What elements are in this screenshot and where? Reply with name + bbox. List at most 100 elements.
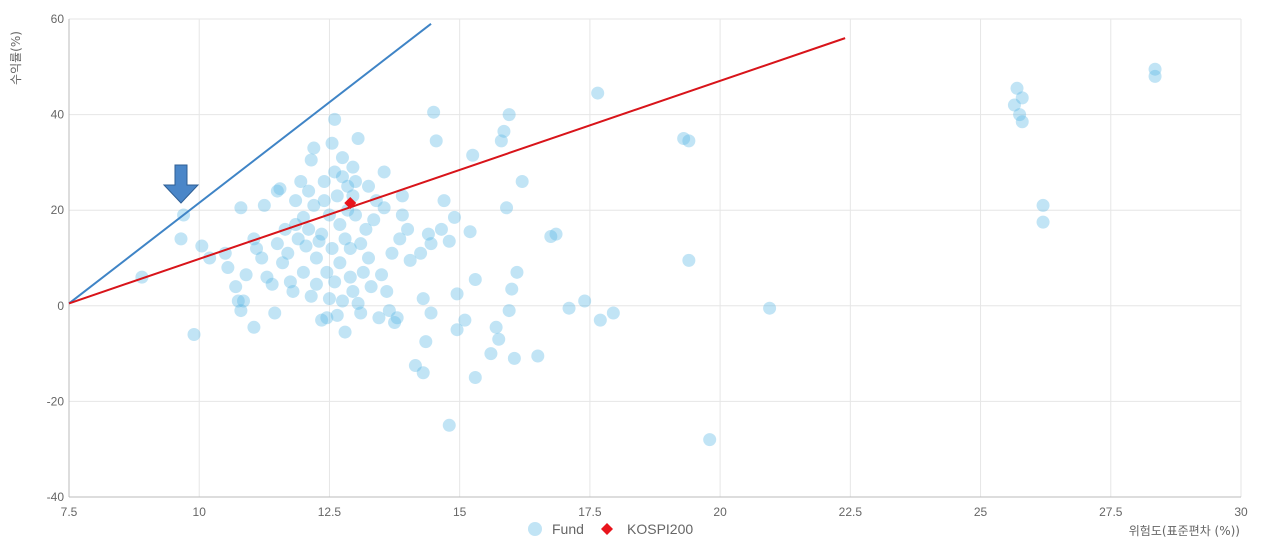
fund-point — [763, 301, 777, 315]
x-tick-label: 7.5 — [61, 505, 78, 519]
fund-point — [265, 277, 279, 291]
fund-point — [505, 282, 519, 296]
fund-point — [416, 366, 430, 380]
red-reference-line — [68, 37, 846, 305]
fund-point — [494, 134, 508, 148]
fund-point — [294, 175, 308, 189]
fund-point — [289, 194, 303, 208]
fund-point — [442, 234, 456, 248]
fund-point — [343, 241, 357, 255]
fund-point — [362, 251, 376, 265]
fund-point — [492, 332, 506, 346]
fund-point — [382, 304, 396, 318]
fund-point — [250, 241, 264, 255]
fund-point — [1148, 62, 1162, 76]
fund-point — [307, 198, 321, 212]
fund-point — [502, 304, 516, 318]
fund-point — [377, 201, 391, 215]
fund-point — [283, 275, 297, 289]
fund-point — [333, 256, 347, 270]
fund-point — [419, 335, 433, 349]
fund-point — [351, 296, 365, 310]
fund-point — [335, 294, 349, 308]
fund-point — [682, 253, 696, 267]
kospi200-series — [344, 197, 357, 210]
fund-point — [296, 265, 310, 279]
fund-point — [510, 265, 524, 279]
fund-point — [356, 265, 370, 279]
legend-fund-label: Fund — [552, 521, 584, 537]
fund-point — [229, 280, 243, 294]
fund-point — [304, 153, 318, 167]
fund-point — [1015, 115, 1029, 129]
fund-point — [330, 189, 344, 203]
fund-point — [187, 327, 201, 341]
fund-point — [507, 351, 521, 365]
fund-point — [416, 292, 430, 306]
x-axis-tick-labels: 7.5 10 12.5 15 17.5 20 22.5 25 27.5 30 — [61, 505, 1248, 519]
fund-point — [677, 132, 691, 145]
fund-point — [502, 108, 516, 122]
legend-fund-marker — [528, 522, 542, 536]
fund-point — [468, 371, 482, 384]
fund-point — [458, 313, 472, 327]
fund-point — [270, 184, 284, 198]
x-tick-label: 20 — [713, 505, 727, 519]
fund-point — [515, 175, 529, 189]
fund-point — [437, 194, 451, 208]
fund-point — [174, 232, 188, 246]
blue-reference-line — [68, 22, 432, 305]
y-tick-label: -20 — [47, 394, 65, 408]
fund-point — [468, 273, 482, 287]
fund-point — [682, 134, 696, 148]
fund-point — [544, 229, 558, 243]
fund-point — [315, 227, 329, 241]
fund-point — [388, 316, 402, 330]
fund-point — [239, 268, 253, 282]
legend: Fund KOSPI200 — [528, 521, 693, 537]
fund-point — [395, 189, 409, 203]
fund-point — [450, 323, 464, 337]
fund-point — [325, 136, 339, 150]
fund-point — [351, 132, 365, 145]
horizontal-gridlines — [69, 18, 1241, 498]
fund-point — [447, 210, 461, 224]
y-tick-label: 60 — [51, 12, 65, 26]
down-arrow-icon — [162, 164, 200, 204]
legend-kospi200-label: KOSPI200 — [627, 521, 693, 537]
y-tick-label: -40 — [47, 490, 65, 504]
fund-point — [390, 311, 404, 325]
fund-point — [296, 210, 310, 224]
y-tick-label: 0 — [57, 299, 64, 313]
fund-point — [424, 306, 438, 320]
fund-point — [562, 301, 576, 315]
fund-point — [408, 359, 422, 373]
fund-point — [234, 201, 248, 215]
fund-point — [362, 179, 376, 193]
fund-point — [395, 208, 409, 222]
fund-point — [380, 284, 394, 298]
fund-point — [364, 280, 378, 294]
fund-point — [354, 237, 368, 251]
fund-point — [270, 237, 284, 251]
vertical-gridlines — [68, 19, 1242, 497]
fund-point — [317, 175, 331, 189]
fund-point — [401, 222, 415, 236]
fund-point — [286, 284, 300, 298]
fund-point — [593, 313, 607, 327]
fund-point — [333, 218, 347, 232]
fund-point — [320, 265, 334, 279]
y-axis-tick-labels: 60 40 20 0 -20 -40 — [47, 12, 65, 504]
fund-point — [234, 304, 248, 318]
x-tick-label: 25 — [974, 505, 988, 519]
fund-point — [346, 160, 360, 174]
fund-point — [221, 261, 235, 275]
fund-point — [497, 124, 511, 138]
kospi200-point — [344, 197, 357, 210]
fund-point — [500, 201, 514, 215]
fund-point — [315, 313, 329, 327]
fund-point — [414, 246, 428, 260]
fund-point — [273, 182, 287, 196]
fund-point — [335, 170, 349, 184]
x-tick-label: 22.5 — [839, 505, 863, 519]
